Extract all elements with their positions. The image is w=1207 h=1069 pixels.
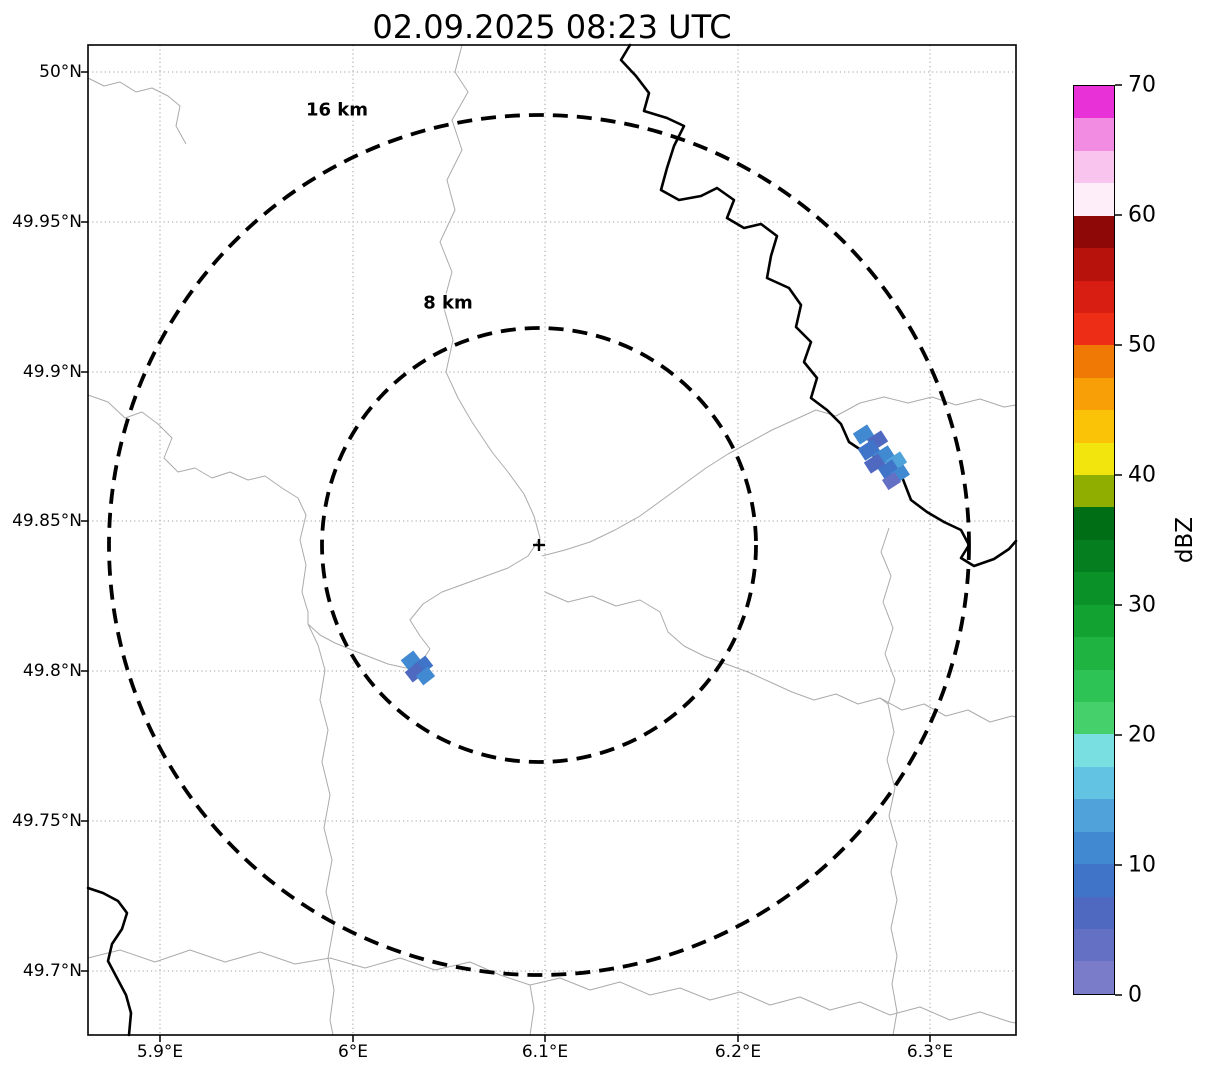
- radar-echo-cell: [852, 424, 875, 445]
- river-line: [619, 43, 1018, 568]
- colorbar-axis-label: dBZ: [1172, 516, 1198, 564]
- range-ring: [107, 113, 971, 977]
- colorbar-segment: [1074, 766, 1114, 800]
- colorbar-segment: [1074, 183, 1114, 216]
- colorbar-segment: [1074, 799, 1114, 832]
- admin-border-line: [879, 527, 896, 705]
- y-tick-label: 49.75°N: [12, 811, 82, 831]
- admin-border-line: [87, 394, 309, 624]
- colorbar-segment: [1074, 86, 1114, 119]
- plot-frame: [87, 44, 1017, 1036]
- colorbar-segment: [1074, 637, 1114, 670]
- range-ring-label-16km: 16 km: [305, 99, 369, 121]
- colorbar-tick-label: 0: [1128, 982, 1142, 1008]
- colorbar-segment: [1074, 475, 1114, 508]
- plot-title: 02.09.2025 08:23 UTC: [372, 8, 732, 46]
- colorbar-segment: [1074, 831, 1114, 865]
- colorbar-segment: [1074, 377, 1114, 411]
- colorbar-tick-label: 60: [1128, 202, 1156, 228]
- colorbar-segment: [1074, 669, 1114, 703]
- colorbar-segment: [1074, 410, 1114, 443]
- x-tick-label: 6.2°E: [714, 1042, 762, 1062]
- admin-border-line: [439, 44, 541, 539]
- colorbar-segment: [1074, 150, 1114, 184]
- colorbar-segment: [1074, 702, 1114, 735]
- colorbar-segment: [1074, 572, 1114, 605]
- colorbar-segment: [1074, 118, 1114, 151]
- colorbar-tick-label: 20: [1128, 722, 1156, 748]
- colorbar-segment: [1074, 864, 1114, 897]
- x-tick-label: 5.9°E: [136, 1042, 184, 1062]
- admin-border-line: [529, 984, 535, 1036]
- admin-border-line: [835, 396, 1017, 417]
- colorbar-segment: [1074, 961, 1114, 994]
- colorbar-segment: [1074, 280, 1114, 313]
- colorbar-tick-label: 10: [1128, 852, 1156, 878]
- admin-border-line: [87, 949, 1017, 1024]
- radar-echo-cell: [857, 439, 881, 461]
- range-ring-label-8km: 8 km: [423, 292, 473, 314]
- colorbar-tick-label: 70: [1128, 72, 1156, 98]
- range-ring: [320, 326, 758, 764]
- admin-border-line: [307, 623, 335, 1036]
- y-tick-label: 49.9°N: [22, 362, 82, 382]
- y-tick-label: 49.7°N: [22, 961, 82, 981]
- colorbar-segment: [1074, 507, 1114, 540]
- y-tick-label: 49.8°N: [22, 661, 82, 681]
- colorbar-segment: [1074, 539, 1114, 573]
- x-tick-label: 6°E: [337, 1042, 369, 1062]
- colorbar-tick-label: 40: [1128, 462, 1156, 488]
- colorbar-segment: [1074, 896, 1114, 929]
- y-tick-label: 49.95°N: [12, 212, 82, 232]
- colorbar-segment: [1074, 604, 1114, 638]
- admin-border-line: [541, 409, 837, 557]
- river-line: [86, 886, 133, 1037]
- colorbar-segment: [1074, 248, 1114, 281]
- colorbar-tick-label: 50: [1128, 332, 1156, 358]
- colorbar: [1073, 85, 1115, 995]
- radar-echo-cell: [404, 662, 426, 683]
- x-tick-label: 6.1°E: [521, 1042, 569, 1062]
- colorbar-segment: [1074, 928, 1114, 962]
- admin-border-line: [307, 537, 541, 669]
- radar-echo-cell: [881, 471, 902, 491]
- colorbar-segment: [1074, 442, 1114, 476]
- admin-border-line: [87, 77, 187, 145]
- colorbar-tick-label: 30: [1128, 592, 1156, 618]
- y-tick-label: 50°N: [39, 62, 82, 82]
- x-tick-label: 6.3°E: [906, 1042, 954, 1062]
- radar-echo-cell: [415, 666, 436, 686]
- admin-border-line: [544, 591, 1017, 723]
- radar-echo-cell: [863, 453, 886, 474]
- colorbar-segment: [1074, 345, 1114, 378]
- radar-echo-cell: [400, 650, 422, 671]
- colorbar-segment: [1074, 734, 1114, 767]
- colorbar-segment: [1074, 215, 1114, 249]
- admin-border-line: [886, 703, 898, 1036]
- radar-echo-cell: [877, 459, 900, 480]
- y-tick-label: 49.85°N: [12, 511, 82, 531]
- colorbar-segment: [1074, 312, 1114, 346]
